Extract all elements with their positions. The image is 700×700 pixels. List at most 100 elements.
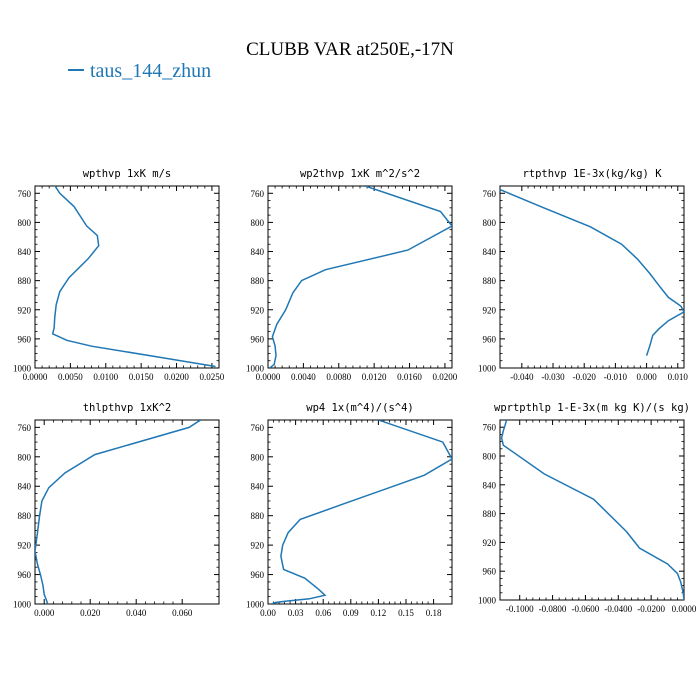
panel-frame [267,185,453,369]
x-tick-label: -0.030 [541,372,565,382]
y-tick-label: 840 [483,247,497,257]
x-tick-label: 0.0080 [326,372,351,382]
y-tick-label: 760 [483,423,497,433]
series-line [269,186,452,368]
x-tick-label: -0.010 [604,372,628,382]
x-tick-label: -0.0800 [539,604,567,614]
legend: taus_144_zhun [68,60,211,82]
y-tick-label: 800 [483,452,497,462]
y-tick-label: 920 [18,305,32,315]
x-tick-label: 0.15 [398,608,414,618]
series-line [35,420,202,604]
panel-title: thlpthvp 1xK^2 [83,402,172,414]
y-tick-label: 1000 [478,596,497,606]
y-tick-label: 960 [251,570,265,580]
y-tick-label: 800 [483,218,497,228]
y-tick-label: 880 [251,511,265,521]
y-tick-label: 1000 [478,364,497,374]
x-tick-label: -0.020 [573,372,597,382]
x-tick-label: 0.03 [288,608,304,618]
panel-title: wp4 1x(m^4)/(s^4) [306,402,413,414]
y-tick-label: 840 [251,482,265,492]
x-tick-label: 0.18 [426,608,442,618]
panel-frame [499,185,685,369]
x-tick-label: 0.000 [34,608,55,618]
y-tick-label: 760 [251,189,265,199]
y-tick-label: 880 [18,276,32,286]
y-tick-label: 920 [18,541,32,551]
chart-panel-3: rtpthvp 1E-3x(kg/kg) K -0.040 -0.030 -0.020… [478,168,688,382]
x-tick-label: -0.1000 [506,604,534,614]
y-tick-label: 960 [18,334,32,344]
x-tick-label: 0.0200 [164,372,189,382]
y-tick-label: 1000 [246,364,265,374]
y-tick-label: 920 [251,541,265,551]
x-tick-label: -0.040 [510,372,534,382]
y-tick-label: 920 [251,305,265,315]
panel-title: wprtpthlp 1-E-3x(m kg K)/(s kg) [494,402,690,414]
y-tick-label: 840 [18,482,32,492]
x-tick-label: 0.0050 [58,372,83,382]
panel-frame [34,185,220,369]
figure-title: CLUBB VAR at250E,-17N [246,39,454,60]
y-tick-label: 960 [483,567,497,577]
x-tick-label: 0.0040 [291,372,316,382]
chart-panel-1: wpthvp 1xK m/s 0.0000 0.0050 0.0100 0.0150 0.… [13,168,225,382]
y-tick-label: 960 [251,334,265,344]
y-tick-label: 800 [18,452,32,462]
x-tick-label: 0.060 [172,608,193,618]
y-tick-label: 1000 [13,600,32,610]
x-tick-label: 0.0120 [362,372,387,382]
chart-panel-2: wp2thvp 1xK m^2/s^2 0.0000 0.0040 0.0080 0.0… [246,168,458,382]
x-tick-label: 0.06 [315,608,331,618]
chart-panel-4: thlpthvp 1xK^2 0.000 0.020 0.040 0.060 760 800… [13,402,220,618]
y-tick-label: 760 [251,423,265,433]
x-tick-label: 0.000 [636,372,657,382]
y-tick-label: 800 [251,452,265,462]
y-tick-label: 800 [18,218,32,228]
x-tick-label: 0.0200 [433,372,458,382]
x-tick-label: -0.0200 [637,604,665,614]
x-tick-label: 0.09 [343,608,359,618]
x-tick-label: 0.0150 [129,372,154,382]
panel-frame [267,419,453,605]
y-tick-label: 880 [18,511,32,521]
y-tick-label: 840 [483,480,497,490]
y-tick-label: 1000 [13,364,32,374]
panel-frame [34,419,220,605]
y-tick-label: 840 [251,247,265,257]
chart-panels: wpthvp 1xK m/s 0.0000 0.0050 0.0100 0.0150 0.… [13,168,697,618]
y-tick-label: 920 [483,538,497,548]
series-line [500,188,684,356]
x-tick-label: 0.0100 [93,372,118,382]
x-tick-label: 0.0160 [397,372,422,382]
y-tick-label: 1000 [246,600,265,610]
panel-title: wpthvp 1xK m/s [83,168,172,180]
series-line [271,420,452,604]
y-tick-label: 960 [18,570,32,580]
panel-title: rtpthvp 1E-3x(kg/kg) K [522,168,662,180]
y-tick-label: 880 [483,276,497,286]
y-tick-label: 760 [18,423,32,433]
x-tick-label: 0.00 [260,608,276,618]
y-tick-label: 840 [18,247,32,257]
y-tick-label: 880 [483,509,497,519]
y-tick-label: 960 [483,334,497,344]
x-tick-label: 0.040 [126,608,147,618]
x-tick-label: 0.020 [80,608,101,618]
y-tick-label: 760 [18,189,32,199]
x-tick-label: 0.0000 [672,604,697,614]
x-tick-label: 0.0000 [23,372,48,382]
series-line [500,420,684,600]
y-tick-label: 800 [251,218,265,228]
x-tick-label: -0.0600 [572,604,600,614]
panel-title: wp2thvp 1xK m^2/s^2 [300,168,420,180]
x-tick-label: 0.0000 [256,372,281,382]
y-tick-label: 920 [483,305,497,315]
series-line [51,186,216,368]
chart-panel-5: wp4 1x(m^4)/(s^4) 0.00 0.03 0.06 0.09 0.12 0.1… [246,402,453,618]
x-tick-label: 0.0250 [200,372,225,382]
panel-frame [499,419,685,601]
legend-label: taus_144_zhun [90,60,211,82]
